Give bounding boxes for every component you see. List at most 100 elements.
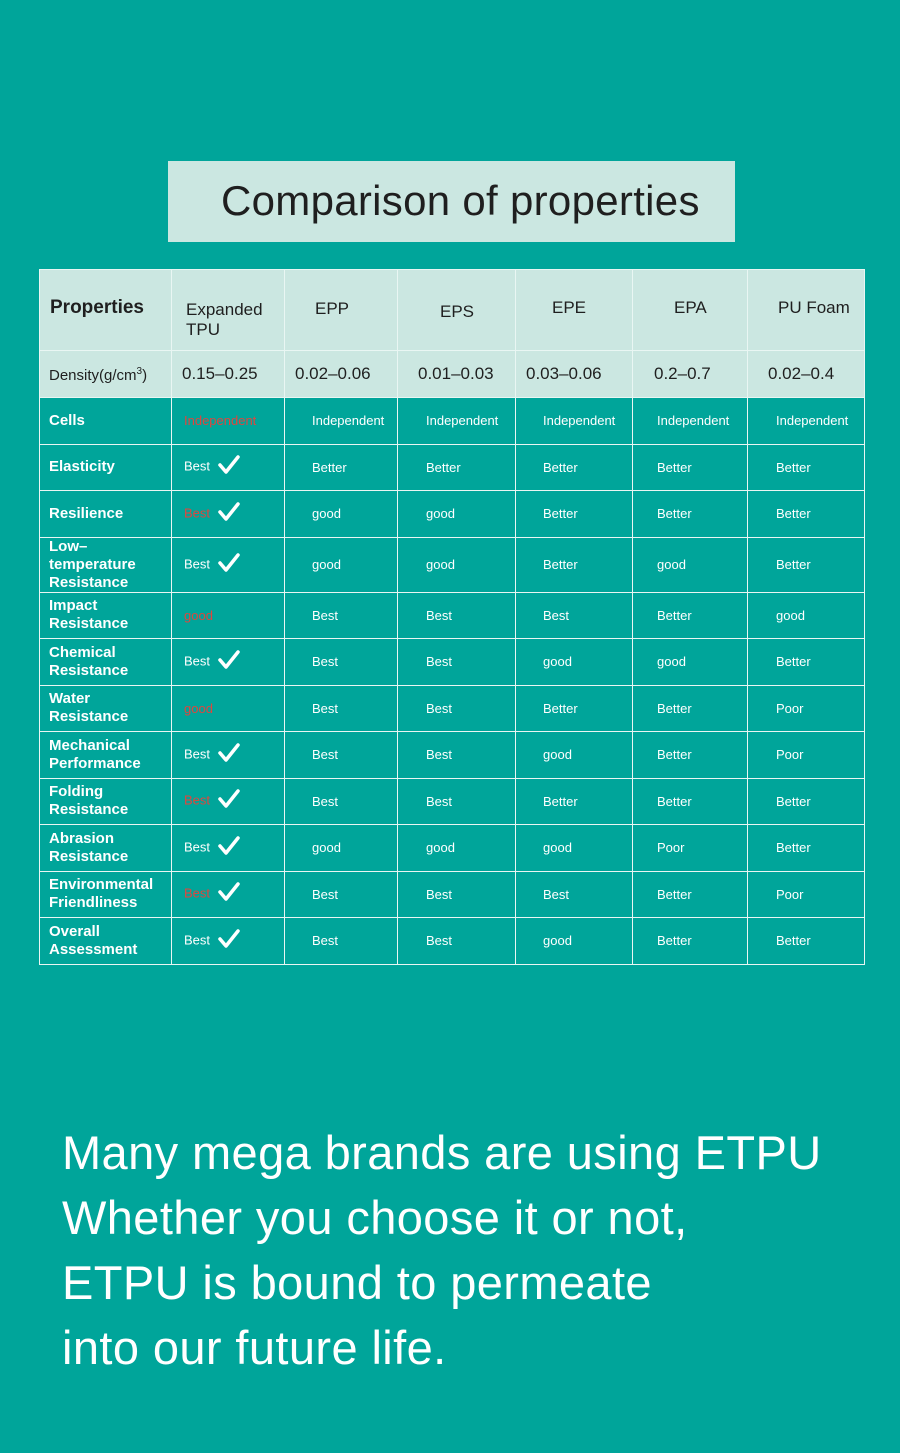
cell-text: Better	[657, 793, 692, 809]
table-cell: Independent	[171, 397, 285, 445]
check-icon	[218, 789, 240, 808]
table-cell: Poor	[747, 684, 865, 732]
cell-text: Best	[426, 933, 453, 949]
cell-text: Better	[657, 700, 692, 716]
table-cell: Better	[632, 731, 748, 779]
cell-text: Best	[543, 607, 570, 623]
table-cell: Better	[515, 777, 633, 825]
cell-text: Best	[184, 458, 211, 474]
table-cell: good	[397, 824, 516, 872]
check-icon	[218, 836, 240, 855]
cell-text: good	[426, 840, 455, 856]
cell-text: good	[657, 557, 686, 572]
table-cell: Best	[171, 870, 285, 918]
cell-text: good	[312, 557, 341, 572]
cell-text: Better	[657, 459, 692, 475]
table-cell: Better	[284, 443, 398, 491]
cell-text: Better	[657, 747, 692, 763]
table-cell: Independent	[747, 397, 865, 445]
cell-text: Poor	[776, 700, 804, 716]
table-cell: Best	[284, 638, 398, 686]
cell-text: Independent	[184, 413, 257, 429]
column-header-epp: EPP	[284, 269, 398, 351]
cell-text: Better	[776, 506, 811, 522]
row-label: Overall Assessment	[39, 917, 172, 965]
cell-text: Better	[776, 557, 811, 572]
table-cell: Best	[284, 731, 398, 779]
table-cell: Best	[284, 684, 398, 732]
cell-text: Best	[312, 793, 339, 809]
cell-text: Best	[426, 793, 453, 809]
tagline: Many mega brands are using ETPU Whether …	[62, 1120, 822, 1380]
cell-text: Best	[312, 747, 339, 763]
cell-text: Better	[657, 933, 692, 949]
table-cell: Best	[171, 731, 285, 779]
table-cell: Best	[397, 684, 516, 732]
table-cell: Better	[632, 591, 748, 639]
table-cell: Better	[747, 917, 865, 965]
cell-text: Best	[426, 607, 453, 623]
cell-text: Better	[776, 654, 811, 670]
table-cell: Poor	[747, 731, 865, 779]
table-cell: Best	[171, 536, 285, 593]
cell-text: good	[184, 700, 213, 716]
cell-text: good	[543, 840, 572, 856]
cell-text: Best	[184, 792, 211, 808]
comparison-table: Properties Expanded TPU EPP EPS EPE EPA …	[39, 269, 865, 965]
cell-text: Poor	[776, 886, 804, 902]
table-cell: good	[632, 536, 748, 593]
row-label: Cells	[39, 397, 172, 445]
table-cell: good	[747, 591, 865, 639]
cell-text: Best	[426, 700, 453, 716]
cell-text: Independent	[543, 413, 616, 429]
cell-text: Best	[184, 505, 211, 521]
cell-text: Best	[426, 886, 453, 902]
table-cell: Better	[747, 777, 865, 825]
density-value-expanded-tpu: 0.15–0.25	[171, 350, 285, 398]
cell-text: good	[312, 506, 341, 522]
row-label-density: Density(g/cm3)	[39, 350, 172, 398]
cell-text: good	[426, 557, 455, 572]
column-header-epe: EPE	[515, 269, 633, 351]
column-header-properties: Properties	[39, 269, 172, 351]
table-cell: Better	[632, 917, 748, 965]
table-row: Folding Resistance Best Best Best Better Bett…	[39, 777, 865, 825]
cell-text: Independent	[312, 413, 385, 429]
table-row: Elasticity Best Better Better Better Better Be…	[39, 443, 865, 491]
table-cell: good	[515, 638, 633, 686]
table-cell: Better	[515, 443, 633, 491]
table-cell: Best	[397, 731, 516, 779]
table-cell: Best	[397, 777, 516, 825]
density-value-epp: 0.02–0.06	[284, 350, 398, 398]
table-row: Overall Assessment Best Best Best good Better…	[39, 917, 865, 965]
cell-text: Independent	[657, 413, 730, 429]
cell-text: Best	[312, 607, 339, 623]
table-cell: Independent	[284, 397, 398, 445]
cell-text: good	[543, 654, 572, 670]
cell-text: Best	[184, 746, 211, 762]
cell-text: Best	[312, 933, 339, 949]
table-cell: Poor	[632, 824, 748, 872]
table-cell: Best	[171, 490, 285, 538]
table-body: Cells Independent Independent Independent In…	[39, 397, 865, 965]
table-cell: Best	[397, 870, 516, 918]
table-cell: good	[171, 591, 285, 639]
cell-text: Best	[312, 700, 339, 716]
table-cell: good	[397, 490, 516, 538]
tagline-line-2: Whether you choose it or not,	[62, 1191, 688, 1244]
check-icon	[218, 552, 240, 572]
cell-text: Better	[543, 459, 578, 475]
table-cell: Independent	[632, 397, 748, 445]
row-label: Resilience	[39, 490, 172, 538]
table-cell: Best	[284, 591, 398, 639]
row-label: Water Resistance	[39, 684, 172, 732]
table-cell: Better	[747, 443, 865, 491]
page-title: Comparison of properties	[221, 177, 700, 224]
table-cell: Best	[397, 917, 516, 965]
check-icon	[218, 882, 240, 901]
cell-text: Better	[312, 459, 347, 475]
cell-text: Best	[184, 885, 211, 901]
table-cell: Better	[632, 443, 748, 491]
cell-text: Best	[426, 654, 453, 670]
tagline-line-1: Many mega brands are using ETPU	[62, 1126, 822, 1179]
